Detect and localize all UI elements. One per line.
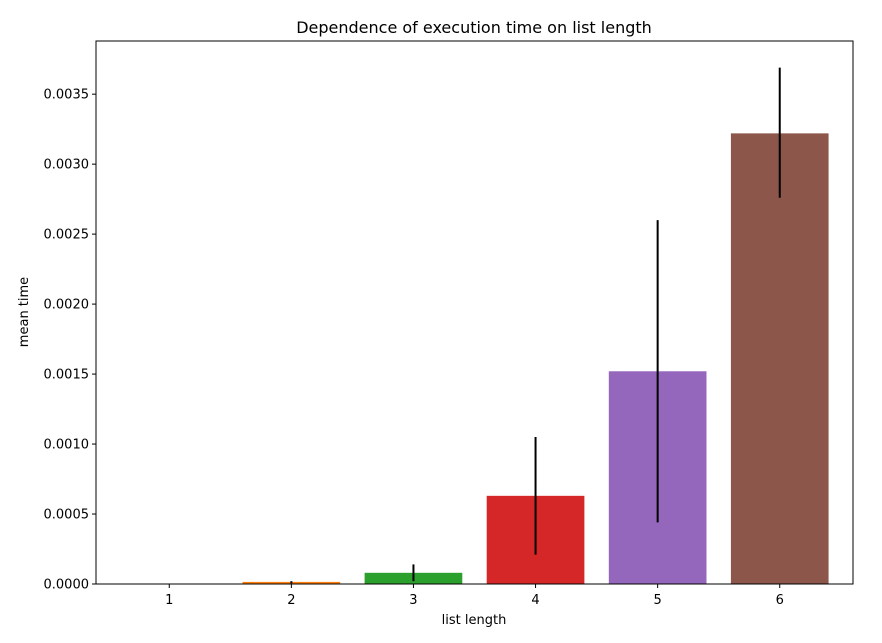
y-tick-label: 0.0000	[44, 578, 90, 593]
y-tick-label: 0.0025	[44, 228, 90, 243]
x-tick-label: 3	[409, 593, 417, 608]
plot-frame	[95, 40, 854, 585]
y-tick-label: 0.0015	[44, 368, 90, 383]
y-tick-label: 0.0030	[44, 158, 90, 173]
x-tick-label: 1	[165, 593, 173, 608]
x-tick-label: 6	[776, 593, 784, 608]
y-tick-label: 0.0020	[44, 298, 90, 313]
chart-title: Dependence of execution time on list len…	[296, 18, 652, 37]
bar-6	[730, 133, 829, 585]
y-tick-label: 0.0010	[44, 438, 90, 453]
y-tick-label: 0.0035	[44, 88, 90, 103]
y-tick-label: 0.0005	[44, 508, 90, 523]
plot-area: 0.0000 0.0005 0.0010 0.0015 0.0020 0.0025 0.00…	[44, 67, 829, 608]
x-tick-label: 4	[531, 593, 539, 608]
y-axis-label: mean time	[17, 277, 32, 347]
x-tick-label: 2	[287, 593, 295, 608]
x-tick-label: 5	[654, 593, 662, 608]
x-axis-label: list length	[442, 613, 507, 628]
